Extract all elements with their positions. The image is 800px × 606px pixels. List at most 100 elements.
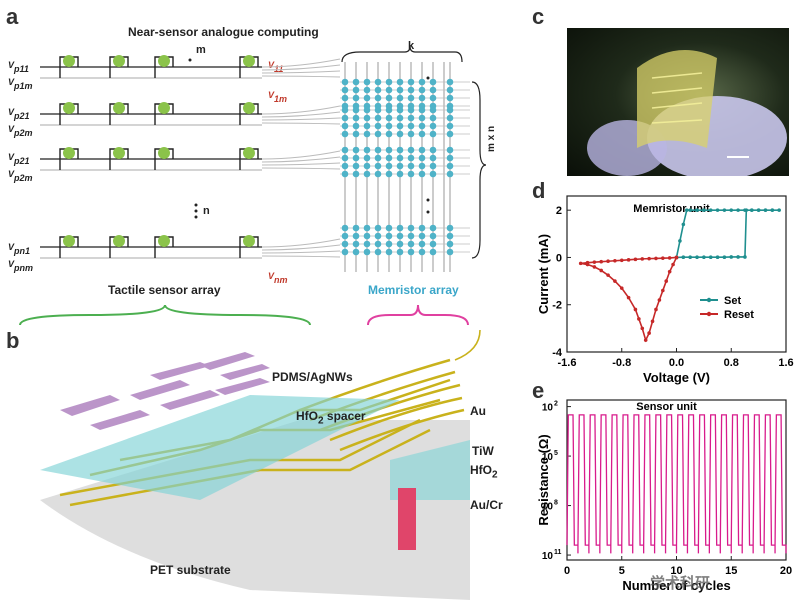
data-point-reset — [633, 307, 638, 312]
memristor-cell — [418, 78, 426, 86]
data-point-reset — [664, 279, 669, 283]
data-point-set — [756, 208, 761, 212]
data-point-set — [729, 208, 734, 212]
memristor-cell — [396, 114, 404, 122]
memristor-cell — [363, 146, 371, 154]
memristor-cell — [363, 154, 371, 162]
chart-e-title: Sensor unit — [636, 401, 697, 413]
memristor-cell — [341, 224, 349, 232]
memristor-cell — [352, 170, 360, 178]
memristor-cell — [418, 248, 426, 256]
data-point-reset — [661, 288, 665, 293]
memristor-cell — [407, 162, 415, 170]
data-point-reset — [643, 338, 648, 342]
memristor-cell — [352, 146, 360, 154]
y-tick-exponent: 8 — [554, 500, 558, 507]
memristor-cell — [418, 94, 426, 102]
memristor-cell — [429, 162, 437, 170]
row-label-3: Vp21 Vp2m — [8, 152, 33, 184]
data-point-reset — [613, 258, 617, 263]
chart-d-xlabel: Voltage (V) — [643, 370, 710, 385]
memristor-cell — [418, 146, 426, 154]
memristor-cell — [341, 114, 349, 122]
y-tick-label: -4 — [552, 347, 563, 359]
data-point-reset — [578, 261, 583, 266]
memristor-cell — [363, 224, 371, 232]
memristor-cell — [407, 122, 415, 130]
memristor-cell — [418, 162, 426, 170]
label-pet-substrate: PET substrate — [150, 563, 231, 577]
out-label-vnm: Vnm — [268, 271, 288, 286]
memristor-cell — [341, 248, 349, 256]
memristor-cell — [396, 94, 404, 102]
sensor-row-3 — [40, 147, 341, 171]
label-tiw: TiW — [472, 444, 494, 458]
memristor-cell — [374, 224, 382, 232]
data-point-set — [708, 208, 713, 212]
x-tick-label: 10 — [670, 565, 682, 577]
data-point-reset — [667, 256, 672, 260]
label-hfo2-spacer: HfO2 spacer — [296, 409, 366, 427]
tactile-sensor — [113, 147, 125, 159]
memristor-cell — [363, 130, 371, 138]
memristor-cell — [363, 162, 371, 170]
legend-label-reset: Reset — [724, 309, 754, 321]
memristor-cell — [429, 170, 437, 178]
data-point-reset — [626, 258, 631, 262]
memristor-cell — [352, 224, 360, 232]
m-label: m — [196, 44, 206, 56]
memristor-cell — [418, 86, 426, 94]
tactile-sensor — [113, 55, 125, 67]
data-point-reset — [654, 307, 658, 312]
data-point-reset — [626, 295, 631, 300]
tactile-sensor — [243, 235, 255, 247]
memristor-cell — [374, 232, 382, 240]
k-label: k — [408, 40, 415, 52]
data-point-reset — [657, 298, 662, 302]
chart-e-xlabel: Number of cycles — [622, 578, 730, 593]
tactile-sensor — [243, 55, 255, 67]
flexible-device-photo — [567, 28, 789, 176]
memristor-cell — [396, 154, 404, 162]
memristor-cell — [407, 154, 415, 162]
tactile-sensor — [63, 55, 75, 67]
memristor-cell — [429, 240, 437, 248]
memristor-cell — [341, 122, 349, 130]
memristor-cell — [352, 130, 360, 138]
memristor-cell — [446, 86, 454, 94]
label-au: Au — [470, 404, 486, 418]
memristor-cell — [396, 170, 404, 178]
memristor-cell — [385, 78, 393, 86]
data-point-reset — [667, 269, 672, 274]
x-tick-label: 20 — [780, 565, 792, 577]
memristor-cell — [396, 224, 404, 232]
data-point-set — [722, 255, 727, 260]
data-point-set — [695, 255, 699, 260]
out-label-v1m: V1m — [268, 90, 288, 105]
memristor-cell — [385, 224, 393, 232]
memristor-cell — [374, 78, 382, 86]
memristor-cell — [407, 224, 415, 232]
sensor-row-4 — [40, 235, 341, 259]
memristor-cell — [374, 170, 382, 178]
memristor-cell — [418, 170, 426, 178]
memristor-cell — [341, 86, 349, 94]
memristor-cell — [396, 162, 404, 170]
data-point-reset — [599, 268, 604, 273]
memristor-cell — [418, 106, 426, 114]
tactile-sensor — [158, 55, 170, 67]
label-au-cr: Au/Cr — [470, 498, 503, 512]
panel-label-c: c — [532, 4, 545, 29]
memristor-cell — [396, 232, 404, 240]
data-point-set — [708, 255, 713, 260]
tactile-sensor — [63, 147, 75, 159]
memristor-cell — [352, 154, 360, 162]
memristor-array — [340, 62, 470, 272]
memristor-cell — [396, 248, 404, 256]
y-tick-exponent: 11 — [554, 549, 562, 556]
memristor-cell — [385, 122, 393, 130]
memristor-cell — [385, 248, 393, 256]
memristor-cell — [374, 114, 382, 122]
